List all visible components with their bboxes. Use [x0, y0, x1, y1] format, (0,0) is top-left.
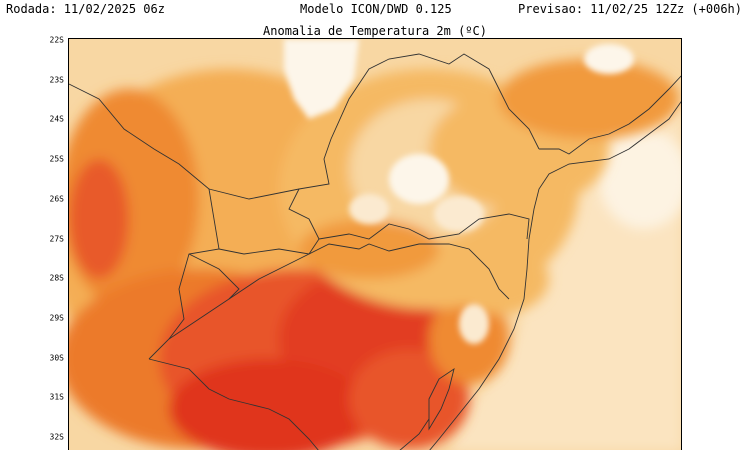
border-line	[539, 75, 681, 155]
latitude-tick-label: 32S	[49, 432, 64, 442]
border-line	[318, 213, 530, 240]
latitude-tick-label: 31S	[49, 392, 64, 402]
border-line	[168, 243, 510, 340]
coastline	[429, 101, 681, 450]
border-line	[148, 358, 319, 450]
latitude-tick-label: 27S	[49, 234, 64, 243]
border-line	[69, 83, 220, 360]
borders	[69, 53, 681, 450]
border-line	[399, 418, 430, 450]
latitude-tick-label: 22S	[49, 35, 64, 45]
model-label: Modelo ICON/DWD 0.125	[300, 2, 452, 16]
latitude-tick-label: 28S	[49, 273, 64, 283]
lagoon-outline	[428, 367, 455, 431]
latitude-tick-label: 26S	[49, 194, 64, 204]
latitude-tick-label: 30S	[49, 353, 64, 363]
low-anomaly-patches	[284, 39, 634, 344]
run-label: Rodada: 11/02/2025 06z	[6, 2, 165, 16]
border-line	[218, 188, 320, 255]
forecast-label: Previsao: 11/02/25 12Zz (+006h)	[518, 2, 742, 16]
latitude-tick-label: 24S	[49, 114, 64, 124]
latitude-axis: 22S 23S 24S 25S 26S 27S 28S 29S 30S 31S 32S	[0, 0, 68, 450]
latitude-tick-label: 23S	[49, 75, 64, 85]
border-line	[188, 253, 240, 300]
map-panel	[68, 38, 682, 450]
latitude-tick-label: 25S	[49, 154, 64, 164]
map-title: Anomalia de Temperatura 2m (ºC)	[263, 24, 487, 38]
temperature-anomaly-map	[69, 39, 681, 450]
latitude-tick-label: 29S	[49, 313, 64, 323]
border-line	[208, 53, 540, 200]
